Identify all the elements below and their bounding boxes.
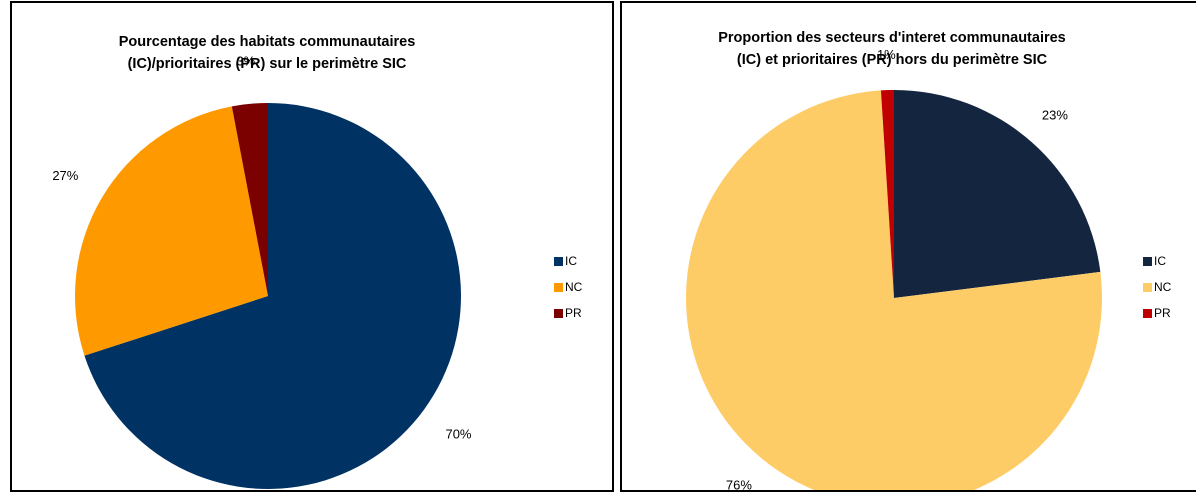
chart-legend: IC NC PR xyxy=(1143,248,1171,326)
legend-label-nc: NC xyxy=(1154,280,1172,294)
data-label-ic: 23% xyxy=(1042,107,1068,122)
legend-item-nc: NC xyxy=(1143,274,1171,300)
chart-title-line-2: (IC)/prioritaires (PR) sur le perimètre … xyxy=(127,56,407,72)
pie-slice-ic xyxy=(84,103,461,489)
data-label-pr: 1% xyxy=(877,47,896,62)
pie-slice-pr xyxy=(880,90,894,298)
legend-label-pr: PR xyxy=(1154,306,1171,320)
chart-title-line-2: (IC) et prioritaires (PR) hors du perimè… xyxy=(736,52,1048,68)
chart-panel-secteurs: Proportion des secteurs d'interet commun… xyxy=(620,1,1196,492)
data-label-nc: 27% xyxy=(52,168,78,183)
chart-title: Proportion des secteurs d'interet commun… xyxy=(622,27,1162,71)
pie-slice-nc xyxy=(686,90,1102,490)
chart-legend: IC NC PR xyxy=(554,248,582,326)
pie-slice-ic xyxy=(894,90,1101,298)
pie-chart-secteurs: 23% 76% 1% xyxy=(686,47,1102,492)
legend-item-pr: PR xyxy=(1143,300,1171,326)
legend-item-pr: PR xyxy=(554,300,582,326)
legend-swatch-pr xyxy=(554,308,563,318)
chart-title-line-1: Pourcentage des habitats communautaires xyxy=(118,34,416,50)
pie-slice-pr xyxy=(231,103,268,296)
legend-label-ic: IC xyxy=(565,254,577,268)
legend-swatch-nc xyxy=(1143,282,1152,292)
chart-title: Pourcentage des habitats communautaires … xyxy=(12,31,522,75)
legend-item-ic: IC xyxy=(1143,248,1171,274)
legend-label-nc: NC xyxy=(565,280,583,294)
pie-chart-habitats: 70% 27% 3% xyxy=(52,54,472,489)
legend-label-ic: IC xyxy=(1154,254,1166,268)
chart-title-line-1: Proportion des secteurs d'interet commun… xyxy=(718,30,1066,46)
legend-item-nc: NC xyxy=(554,274,582,300)
data-label-ic: 70% xyxy=(445,426,471,441)
data-label-nc: 76% xyxy=(726,478,752,492)
data-label-pr: 3% xyxy=(236,54,255,69)
legend-swatch-ic xyxy=(554,256,563,266)
pie-slice-nc xyxy=(75,106,268,356)
legend-swatch-ic xyxy=(1143,256,1152,266)
legend-swatch-nc xyxy=(554,282,563,292)
legend-item-ic: IC xyxy=(554,248,582,274)
legend-swatch-pr xyxy=(1143,308,1152,318)
chart-panel-habitats: Pourcentage des habitats communautaires … xyxy=(10,1,614,492)
legend-label-pr: PR xyxy=(565,306,582,320)
